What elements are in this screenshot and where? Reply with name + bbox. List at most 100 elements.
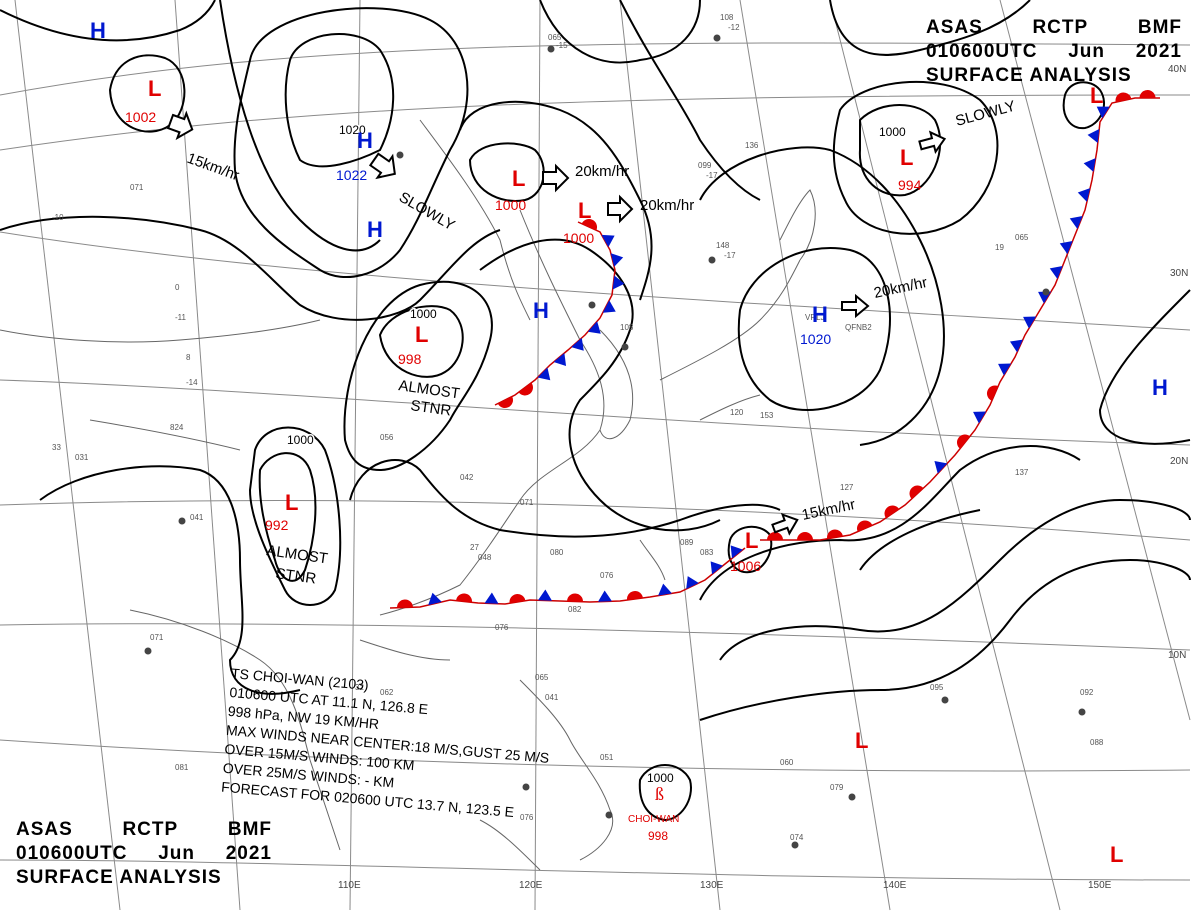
warm-front-semicircle [884,505,900,518]
cold-front-triangle [1083,158,1096,172]
svg-text:33: 33 [52,443,61,452]
typhoon-note: TS CHOI-WAN (2103) 010600 UTC AT 11.1 N,… [220,664,554,825]
svg-text:-12: -12 [728,23,740,32]
warm-front-semicircle [456,593,472,603]
station-dot [588,301,596,309]
svg-text:076: 076 [520,813,534,822]
svg-text:VRLJ: VRLJ [805,313,825,322]
warm-front-semicircle [1139,90,1156,98]
svg-text:-14: -14 [186,378,198,387]
svg-text:071: 071 [520,498,534,507]
svg-text:099: 099 [698,161,712,170]
storm-name: CHOI-WAN [628,814,679,825]
movement-arrows [166,110,947,536]
station-dot [1078,708,1086,716]
movement-label: 20km/hr [575,163,629,180]
lat-label: 40N [1168,64,1186,75]
cold-front-triangle [1059,241,1073,254]
isobar-label: 1000 [410,307,437,321]
cold-front-triangle [710,561,723,575]
cold-front-triangle [730,545,743,559]
station-plots [144,34,1086,849]
svg-text:092: 092 [1080,688,1094,697]
header-bottom-l2a: 010600UTC [16,843,128,864]
svg-text:089: 089 [680,538,694,547]
svg-text:076: 076 [495,623,509,632]
cold-front-triangle [610,253,624,267]
isobar-labels: 1020 1000 1000 1000 1000 [286,122,908,787]
svg-text:065: 065 [548,33,562,42]
header-bottom-l1a: ASAS [16,819,73,840]
low-pressure-symbol: L [415,322,428,347]
lon-label: 120E [519,880,543,891]
svg-text:ß: ß [655,784,664,804]
movement-label: SLOWLY [954,98,1018,130]
svg-text:0: 0 [175,283,180,292]
isobar-label: 1020 [339,123,366,137]
header-top-l1c: BMF [1137,17,1182,38]
lon-label: 150E [1088,880,1112,891]
svg-text:108: 108 [720,13,734,22]
svg-text:-17: -17 [706,171,718,180]
low-pressure-value: 1002 [125,109,156,125]
svg-text:076: 076 [600,571,614,580]
isobar-label: 1000 [879,125,906,139]
cold-front-triangle [538,589,552,601]
cold-front-triangle [601,234,615,248]
station-dot [621,343,629,351]
header-bottom-l1b: RCTP [122,819,179,840]
header-top: ASAS RCTP BMF 010600UTC Jun 2021 SURFACE ANA… [926,16,1182,88]
cold-front-triangle [686,576,699,590]
station-dot [791,841,799,849]
cold-front-triangle [1096,106,1110,119]
svg-text:071: 071 [130,183,144,192]
high-pressure-value: 1020 [800,331,831,347]
station-dot [522,783,530,791]
svg-text:-10: -10 [52,213,64,222]
lat-label: 20N [1170,456,1188,467]
low-pressure-symbol: L [1110,842,1123,867]
warm-front-semicircle [827,529,843,539]
station-dot [1042,288,1050,296]
svg-text:042: 042 [460,473,474,482]
svg-text:074: 074 [790,833,804,842]
cold-front-triangle [537,367,551,381]
svg-text:148: 148 [716,241,730,250]
low-pressure-symbol: L [512,166,525,191]
svg-text:041: 041 [545,693,559,702]
high-pressure-value: 1022 [336,167,367,183]
header-top-l2b: Jun [1068,41,1105,62]
typhoon-symbol: ß CHOI-WAN [628,784,679,825]
svg-text:8: 8 [186,353,191,362]
station-dot [605,811,613,819]
low-pressure-symbol: L [900,145,913,170]
low-pressure-value: 998 [398,351,422,367]
header-top-l1a: ASAS [926,17,983,38]
high-pressure-symbol: H [533,298,549,323]
cold-front-triangle [973,411,987,424]
warm-front-semicircle [957,434,970,449]
svg-text:-17: -17 [724,251,736,260]
svg-text:127: 127 [840,483,854,492]
cold-front-triangle [1069,216,1083,229]
warm-front-semicircle [567,593,583,602]
warm-front-semicircle [987,385,999,401]
low-pressure-value: 1000 [563,230,594,246]
svg-text:083: 083 [700,548,714,557]
cold-front-triangle [1049,266,1063,279]
status-labels: ALMOST STNR ALMOST STNR [265,377,460,588]
header-bottom-l2c: 2021 [225,843,272,864]
header-bottom-l1c: BMF [227,819,272,840]
cold-front-triangle [934,461,948,474]
svg-text:088: 088 [1090,738,1104,747]
station-dot [178,517,186,525]
cold-front-triangle [998,363,1012,376]
svg-text:136: 136 [745,141,759,150]
svg-text:056: 056 [380,433,394,442]
svg-text:062: 062 [380,688,394,697]
low-pressure-value: 992 [265,517,289,533]
svg-text:071: 071 [150,633,164,642]
status-label: ALMOST [265,542,328,567]
